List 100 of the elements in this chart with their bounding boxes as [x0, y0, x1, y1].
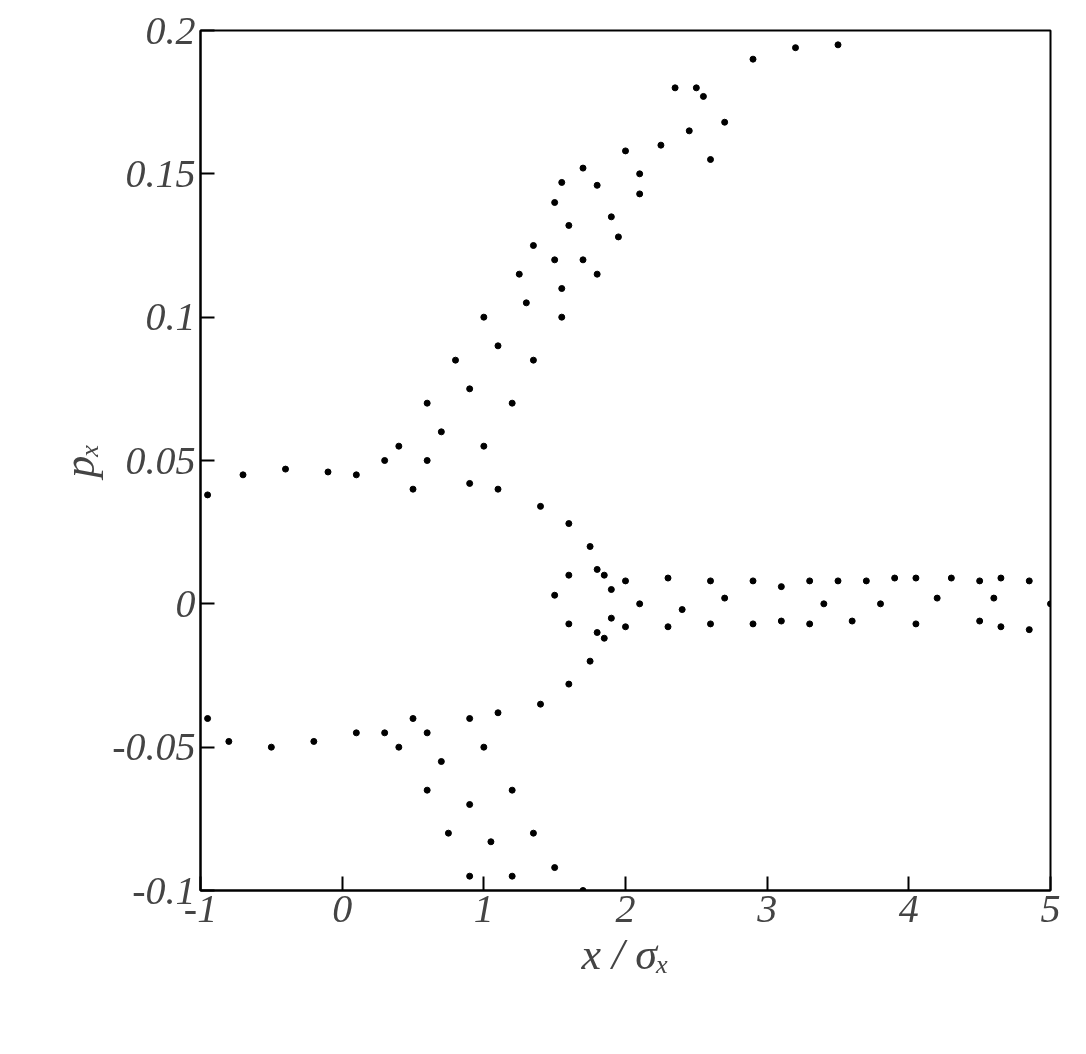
point: [848, 617, 856, 625]
point: [551, 864, 559, 872]
point: [792, 44, 799, 52]
point: [423, 457, 431, 464]
x-tick-label: 1: [473, 885, 494, 931]
point: [444, 829, 452, 837]
point: [636, 170, 644, 178]
point: [395, 442, 403, 450]
point: [480, 743, 488, 751]
point: [614, 233, 622, 241]
x-tick-label: 3: [756, 885, 778, 931]
point: [565, 520, 573, 528]
point: [622, 577, 629, 585]
y-axis-title: pₓ: [55, 443, 105, 481]
point: [324, 468, 332, 476]
point: [551, 256, 559, 264]
point: [508, 786, 516, 794]
point: [997, 623, 1005, 631]
point: [437, 428, 445, 436]
point: [820, 600, 828, 608]
point: [1025, 577, 1033, 585]
point: [558, 313, 566, 321]
point: [565, 571, 573, 579]
point: [699, 92, 707, 100]
point: [225, 737, 233, 745]
point: [466, 801, 474, 808]
point: [494, 485, 502, 493]
point: [664, 623, 672, 631]
point: [636, 190, 644, 198]
point: [310, 737, 318, 745]
point: [551, 199, 559, 206]
x-tick-label: 2: [615, 885, 636, 931]
point: [282, 465, 289, 473]
point: [1025, 626, 1033, 634]
point: [834, 41, 842, 49]
point: [551, 591, 559, 599]
point: [671, 84, 679, 92]
y-tick-label: 0.2: [145, 7, 196, 53]
point: [685, 127, 693, 135]
point: [976, 577, 984, 585]
point: [409, 485, 417, 493]
point: [607, 586, 615, 593]
point: [707, 620, 714, 628]
point: [204, 491, 212, 499]
point: [636, 600, 644, 608]
point: [423, 729, 431, 737]
point: [593, 270, 601, 278]
point: [452, 356, 459, 364]
point: [204, 715, 212, 722]
point: [622, 147, 629, 155]
point: [912, 574, 920, 582]
point: [508, 399, 516, 407]
point: [834, 577, 842, 585]
point: [749, 55, 757, 63]
point: [466, 385, 474, 393]
point: [586, 657, 594, 665]
point: [579, 164, 587, 172]
point: [593, 181, 601, 189]
point: [529, 242, 537, 249]
point: [593, 565, 601, 573]
point: [239, 471, 247, 479]
point: [593, 629, 601, 636]
point: [947, 574, 955, 582]
point: [692, 84, 700, 92]
point: [466, 872, 474, 880]
point: [721, 594, 729, 602]
point: [657, 141, 665, 149]
point: [395, 743, 403, 751]
point: [466, 479, 474, 487]
point: [487, 838, 495, 846]
point: [990, 594, 998, 602]
point: [664, 574, 672, 582]
point: [678, 606, 686, 614]
x-tick-label: 0: [332, 885, 353, 931]
point: [565, 680, 573, 688]
point: [352, 729, 360, 737]
point: [558, 285, 566, 292]
point: [749, 577, 757, 585]
point: [529, 356, 537, 364]
point: [480, 313, 488, 321]
point: [515, 270, 523, 278]
point: [586, 543, 594, 550]
point: [537, 502, 544, 510]
point: [494, 342, 502, 350]
point: [912, 620, 920, 628]
point: [537, 700, 544, 708]
point: [352, 471, 360, 479]
point: [707, 577, 714, 585]
point: [721, 118, 729, 126]
point: [423, 786, 431, 794]
point: [267, 743, 275, 751]
point: [862, 577, 870, 585]
point: [494, 709, 502, 717]
point: [976, 617, 984, 625]
point: [600, 571, 608, 579]
point: [565, 221, 573, 229]
x-axis-title: x / σₓ: [580, 929, 670, 979]
point: [381, 729, 389, 737]
x-tick-label: 5: [1040, 885, 1061, 931]
point: [749, 620, 757, 628]
